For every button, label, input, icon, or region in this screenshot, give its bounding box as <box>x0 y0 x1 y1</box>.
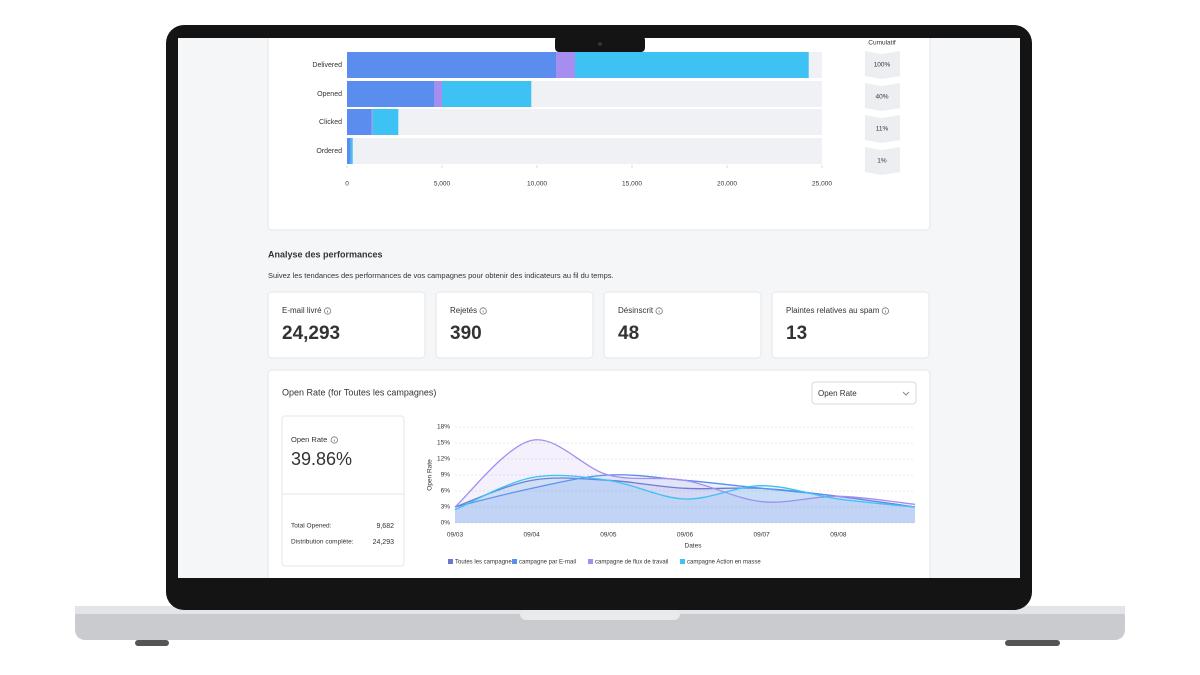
y-tick-label: 15% <box>437 440 450 447</box>
kpi-label: Désinscrit <box>618 306 654 315</box>
x-tick-label: 5,000 <box>434 181 451 188</box>
y-tick-label: 3% <box>441 504 451 511</box>
stat-row-value: 9,682 <box>376 523 394 530</box>
kpi-card <box>267 291 426 359</box>
bar-segment <box>347 81 435 107</box>
legend-swatch <box>588 559 593 564</box>
stat-row-value: 24,293 <box>373 539 395 546</box>
category-label: Delivered <box>312 62 342 69</box>
bar-segment <box>350 138 353 164</box>
screen: Analyse des performances Suivez les tend… <box>178 38 1020 578</box>
kpi-value: 13 <box>786 323 807 344</box>
x-tick-label: 0 <box>345 181 349 188</box>
section-title: Analyse des performances <box>268 249 383 259</box>
stat-row-label: Distribution complète: <box>291 539 354 546</box>
legend-label: Toutes les campagnes <box>455 560 515 566</box>
info-icon <box>479 307 487 315</box>
x-tick-label: 20,000 <box>717 181 737 188</box>
y-tick-label: 0% <box>441 520 451 527</box>
kpi-label: E-mail livré <box>282 306 322 315</box>
stat-row-label: Total Opened: <box>291 523 332 530</box>
bar-segment <box>347 52 556 78</box>
y-tick-label: 18% <box>437 424 450 431</box>
camera <box>598 42 602 46</box>
cumulative-chevron <box>865 147 900 175</box>
legend-swatch <box>448 559 453 564</box>
kpi-value: 390 <box>450 323 482 344</box>
y-axis-label: Open Rate <box>427 459 434 491</box>
kpi-card <box>435 291 594 359</box>
category-label: Ordered <box>316 148 342 155</box>
bar-segment <box>372 109 399 135</box>
y-tick-label: 6% <box>441 488 451 495</box>
info-icon <box>655 307 663 315</box>
base-notch <box>520 608 680 620</box>
legend-swatch <box>512 559 517 564</box>
x-tick-label: 09/04 <box>524 532 541 539</box>
bar-segment <box>442 81 532 107</box>
cumulative-chevron <box>865 51 900 79</box>
bar-segment <box>556 52 575 78</box>
legend-label: campagne par E-mail <box>519 560 576 566</box>
bar-track <box>347 109 822 135</box>
cumulative-chevron <box>865 83 900 111</box>
y-tick-label: 9% <box>441 472 451 479</box>
cumulative-title: Cumulatif <box>868 40 896 47</box>
series-line <box>454 439 916 508</box>
stat-value: 39.86% <box>291 449 352 469</box>
bar-track <box>347 138 822 164</box>
x-tick-label: 15,000 <box>622 181 642 188</box>
y-tick-label: 12% <box>437 456 450 463</box>
laptop-base <box>75 606 1125 640</box>
category-label: Opened <box>317 91 342 98</box>
cumulative-chevron <box>865 115 900 143</box>
x-tick-label: 09/08 <box>830 532 847 539</box>
bar-segment <box>575 52 809 78</box>
cumulative-label: 100% <box>874 62 891 69</box>
section-subtitle: Suivez les tendances des performances de… <box>268 271 614 280</box>
x-tick-label: 10,000 <box>527 181 547 188</box>
kpi-value: 48 <box>618 323 639 344</box>
kpi-card <box>603 291 762 359</box>
series-line <box>454 474 916 511</box>
stat-box <box>281 415 405 567</box>
select-value[interactable]: Open Rate <box>818 389 857 398</box>
chart-card <box>267 369 931 578</box>
legend-label: campagne de flux de travail <box>595 560 668 566</box>
select-caret <box>902 391 910 396</box>
info-icon <box>330 436 338 444</box>
chart-title: Open Rate (for Toutes les campagnes) <box>282 387 436 397</box>
x-tick-label: 09/03 <box>447 532 464 539</box>
bar-segment <box>347 109 372 135</box>
bar-segment <box>434 81 442 107</box>
series-area <box>455 478 915 523</box>
foot <box>135 640 169 646</box>
kpi-card <box>771 291 930 359</box>
kpi-label: Rejetés <box>450 306 477 315</box>
bar-segment <box>371 109 373 135</box>
series-area <box>455 439 915 523</box>
foot <box>1005 640 1060 646</box>
category-label: Clicked <box>319 119 342 126</box>
bar-segment <box>347 138 351 164</box>
info-icon <box>881 307 889 315</box>
metric-select[interactable] <box>811 381 917 405</box>
cumulative-label: 40% <box>875 94 888 101</box>
stat-label: Open Rate <box>291 435 327 444</box>
x-tick-label: 09/06 <box>677 532 694 539</box>
x-axis-label: Dates <box>685 543 703 550</box>
cumulative-label: 1% <box>877 158 887 165</box>
x-tick-label: 09/05 <box>600 532 617 539</box>
legend-swatch <box>680 559 685 564</box>
cumulative-label: 11% <box>876 126 889 133</box>
x-tick-label: 25,000 <box>812 181 832 188</box>
kpi-label: Plaintes relatives au spam <box>786 306 880 315</box>
kpi-value: 24,293 <box>282 323 340 344</box>
legend-label: campagne Action en masse <box>687 560 761 566</box>
info-icon <box>323 307 332 315</box>
x-tick-label: 09/07 <box>754 532 771 539</box>
